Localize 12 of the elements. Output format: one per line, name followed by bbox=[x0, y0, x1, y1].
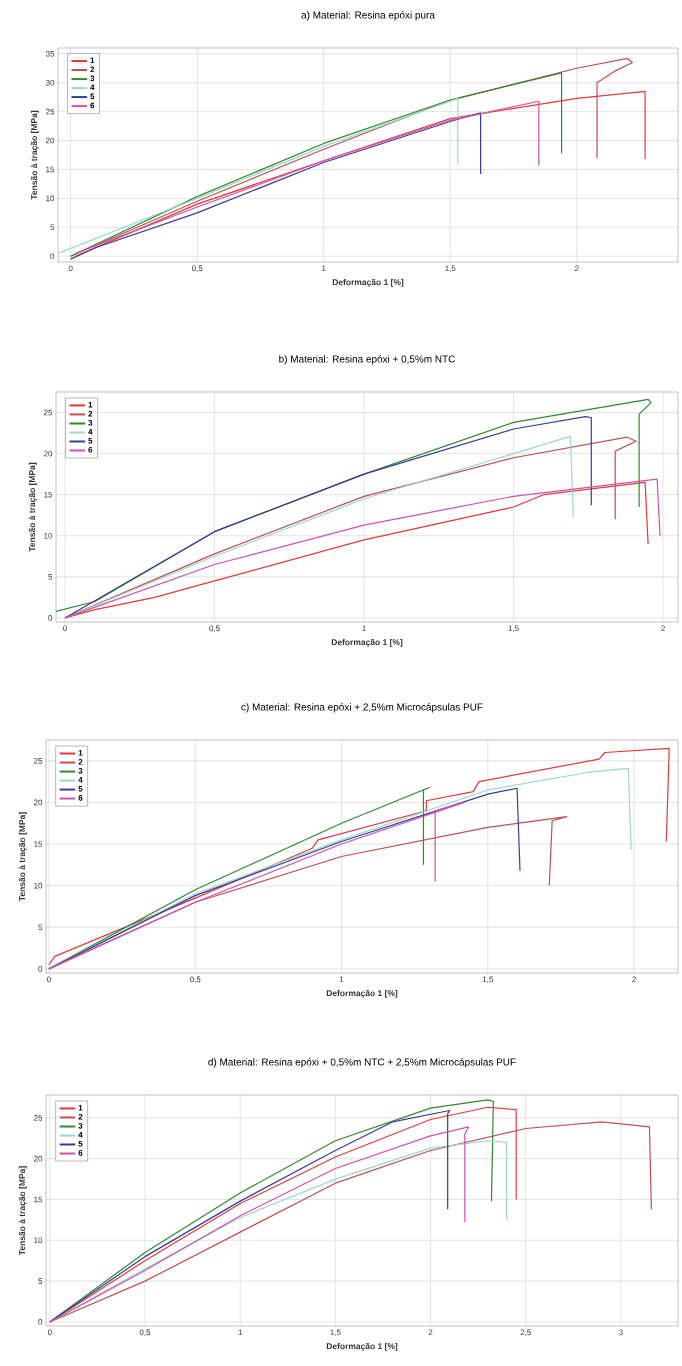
x-axis-title: Deformação 1 [%] bbox=[326, 1342, 398, 1351]
y-axis-title: Tensão à tração [MPa] bbox=[28, 462, 37, 552]
x-axis-title: Deformação 1 [%] bbox=[332, 278, 404, 287]
x-axis-title: Deformação 1 [%] bbox=[331, 638, 403, 647]
chart-title: a) Material: Resina epóxi pura bbox=[301, 11, 435, 21]
y-axis-title: Tensão à tração [MPa] bbox=[18, 812, 27, 902]
chart-title: b) Material: Resina epóxi + 0,5%m NTC bbox=[279, 355, 455, 365]
chart-title: c) Material: Resina epóxi + 2,5%m Microcápsulas PUF bbox=[241, 703, 483, 713]
y-axis-title: Tensão à tração [MPa] bbox=[18, 1166, 27, 1256]
chart-title: d) Material: Resina epóxi + 0,5%m NTC + 2,5%m Microcápsulas PUF bbox=[208, 1058, 516, 1068]
y-axis-title: Tensão à tração [MPa] bbox=[30, 110, 39, 200]
x-axis-title: Deformação 1 [%] bbox=[326, 989, 398, 998]
